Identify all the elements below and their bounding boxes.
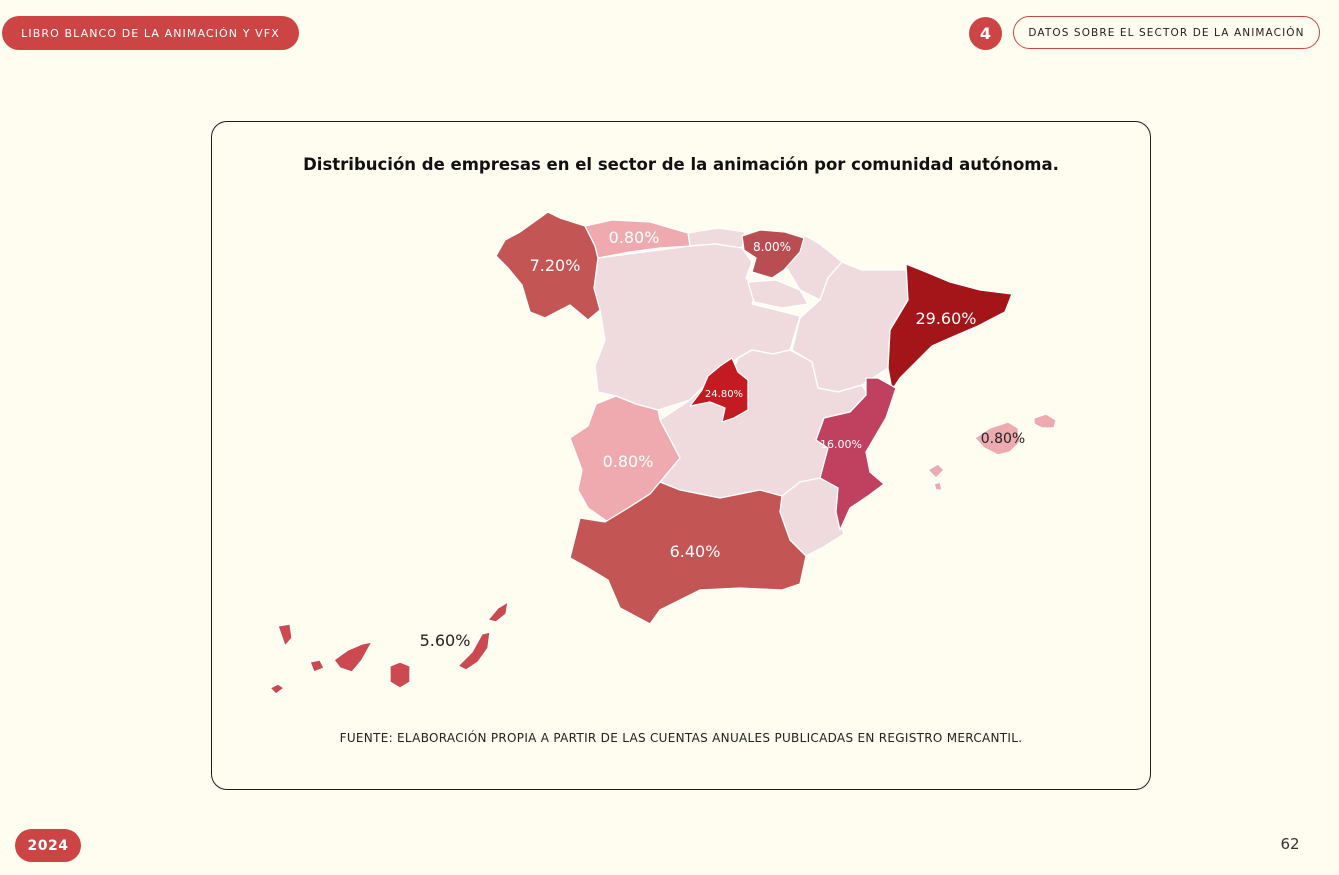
section-number-badge: 4 bbox=[969, 17, 1002, 50]
chart-title: Distribución de empresas en el sector de… bbox=[303, 155, 1059, 174]
label-andalucia: 6.40% bbox=[670, 542, 721, 561]
label-valencia: 16.00% bbox=[820, 438, 862, 451]
region-pais-vasco bbox=[741, 229, 805, 279]
book-title-badge: LIBRO BLANCO DE LA ANIMACIÓN Y VFX bbox=[2, 16, 299, 50]
region-asturias bbox=[584, 219, 691, 259]
source-note: FUENTE: ELABORACIÓN PROPIA A PARTIR DE L… bbox=[339, 731, 1023, 745]
book-title-text: LIBRO BLANCO DE LA ANIMACIÓN Y VFX bbox=[21, 26, 280, 40]
region-galicia bbox=[495, 211, 601, 321]
region-valencia bbox=[815, 377, 897, 531]
section-title-text: DATOS SOBRE EL SECTOR DE LA ANIMACIÓN bbox=[1028, 26, 1305, 39]
section-number-text: 4 bbox=[979, 24, 992, 43]
page-number: 62 bbox=[1280, 835, 1300, 853]
label-galicia: 7.20% bbox=[530, 256, 581, 275]
region-andalucia bbox=[569, 481, 807, 625]
label-asturias: 0.80% bbox=[609, 228, 660, 247]
label-extremadura: 0.80% bbox=[603, 452, 654, 471]
year-badge: 2024 bbox=[15, 829, 81, 862]
label-canarias: 5.60% bbox=[420, 631, 471, 650]
label-pais-vasco: 8.00% bbox=[753, 240, 791, 254]
region-cataluna bbox=[887, 263, 1013, 391]
region-baleares bbox=[927, 413, 1057, 491]
region-canarias bbox=[269, 601, 509, 695]
label-cataluna: 29.60% bbox=[915, 309, 976, 328]
label-baleares: 0.80% bbox=[981, 431, 1025, 447]
label-madrid: 24.80% bbox=[705, 389, 743, 400]
region-la-rioja bbox=[747, 279, 809, 309]
region-madrid bbox=[689, 357, 749, 423]
section-title-badge: DATOS SOBRE EL SECTOR DE LA ANIMACIÓN bbox=[1013, 16, 1320, 49]
year-text: 2024 bbox=[27, 837, 69, 854]
